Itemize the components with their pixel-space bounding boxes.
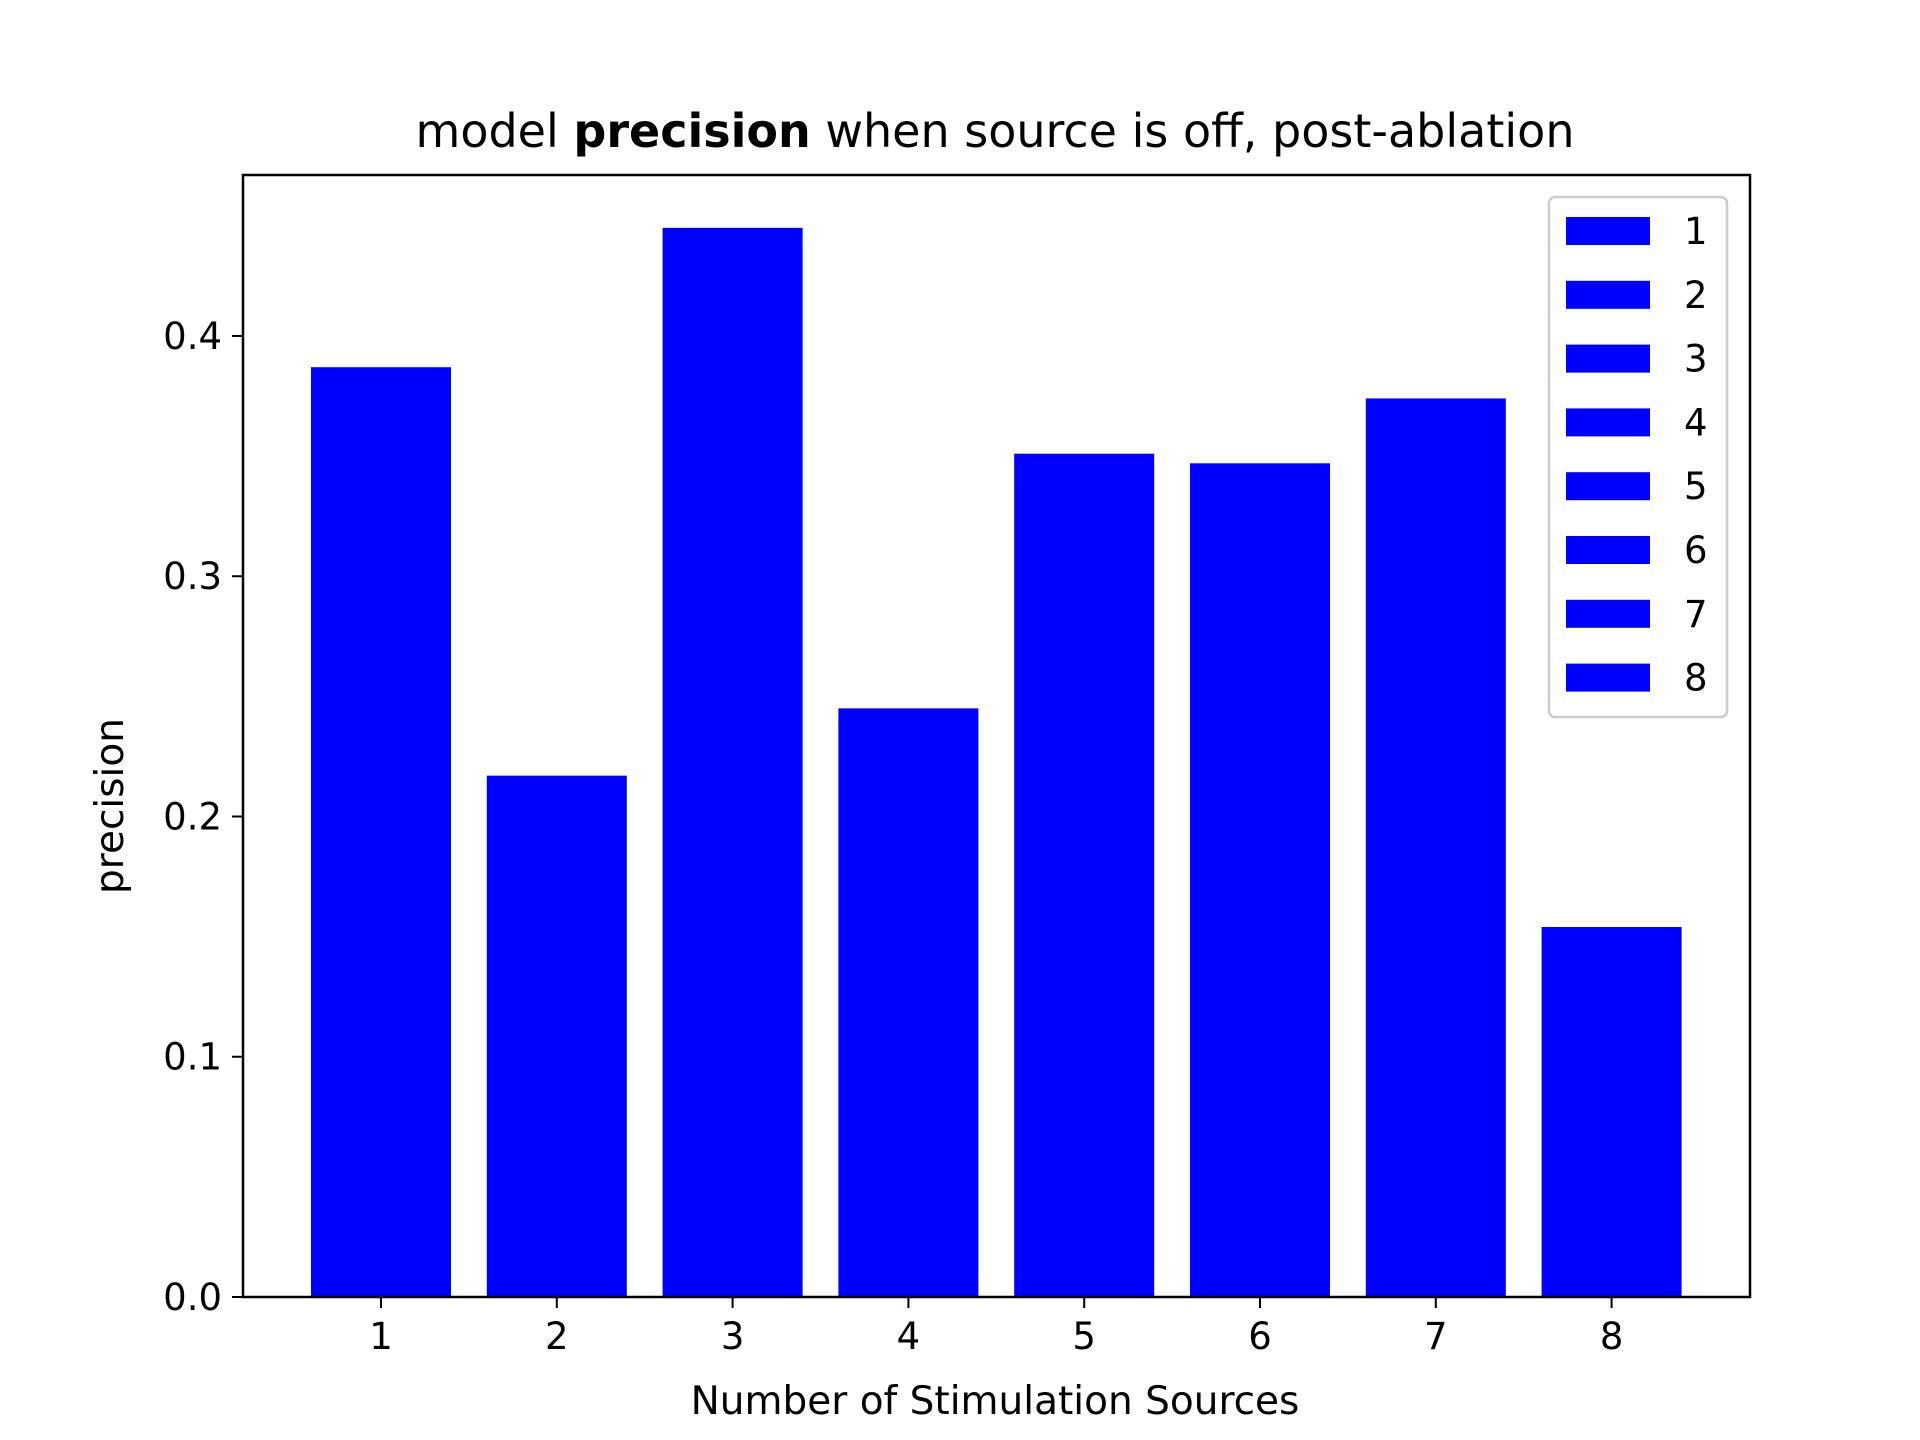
legend-label-8: 8 [1684, 657, 1708, 700]
legend-swatch-3 [1566, 344, 1650, 373]
legend-label-2: 2 [1684, 274, 1708, 317]
bar-5 [1014, 453, 1155, 1297]
x-tick-label-4: 4 [897, 1315, 921, 1358]
bar-8 [1541, 927, 1682, 1297]
y-tick-label-2: 0.2 [163, 795, 222, 838]
chart-title: model precision when source is off, post… [416, 104, 1575, 158]
x-tick-label-2: 2 [545, 1315, 569, 1358]
chart-title-suffix: when source is off, post-ablation [811, 104, 1575, 158]
legend-swatch-6 [1566, 536, 1650, 564]
x-tick-label-8: 8 [1600, 1315, 1624, 1358]
legend-label-1: 1 [1684, 210, 1708, 253]
legend-label-5: 5 [1684, 465, 1708, 508]
legend-label-3: 3 [1684, 338, 1708, 381]
legend-swatch-2 [1566, 280, 1650, 309]
y-axis-label: precision [88, 718, 133, 894]
legend: 1 2 3 4 5 6 7 8 [1547, 195, 1729, 719]
y-tick-label-0: 0.0 [163, 1276, 222, 1319]
y-tick-label-3: 0.3 [163, 555, 222, 598]
bars-group [311, 227, 1682, 1297]
legend-label-4: 4 [1684, 401, 1708, 444]
y-tick-label-1: 0.1 [163, 1036, 222, 1079]
x-tick-label-5: 5 [1072, 1315, 1096, 1358]
bar-2 [486, 775, 627, 1297]
y-axis-ticks: 0.0 0.1 0.2 0.3 0.4 [163, 315, 243, 1319]
legend-swatch-1 [1566, 217, 1650, 245]
x-tick-label-7: 7 [1424, 1315, 1448, 1358]
bar-3 [662, 227, 803, 1297]
y-tick-label-4: 0.4 [163, 315, 222, 358]
legend-label-6: 6 [1684, 529, 1708, 572]
legend-swatch-4 [1566, 408, 1650, 437]
bar-6 [1190, 463, 1330, 1297]
chart-title-prefix: model [416, 104, 574, 158]
x-axis-ticks: 1 2 3 4 5 6 7 8 [369, 1297, 1623, 1358]
x-tick-label-6: 6 [1248, 1315, 1272, 1358]
x-axis-label: Number of Stimulation Sources [691, 1379, 1300, 1424]
bar-7 [1365, 398, 1506, 1297]
plot-area-frame [241, 173, 1752, 1299]
legend-swatch-5 [1566, 472, 1650, 501]
chart-title-bold: precision [573, 104, 810, 158]
bar-1 [311, 367, 451, 1297]
legend-box [1547, 195, 1729, 719]
x-tick-label-3: 3 [721, 1315, 745, 1358]
bar-4 [838, 708, 979, 1297]
legend-swatch-7 [1566, 599, 1650, 628]
legend-label-7: 7 [1684, 593, 1708, 636]
legend-swatch-8 [1566, 663, 1650, 692]
x-tick-label-1: 1 [369, 1315, 393, 1358]
